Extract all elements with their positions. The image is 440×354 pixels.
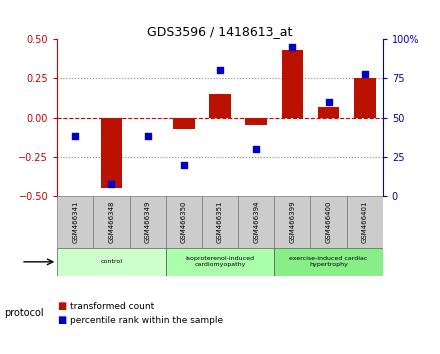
Text: GSM466351: GSM466351 [217, 201, 223, 243]
Bar [354, 78, 376, 118]
Bar [318, 107, 339, 118]
Text: GSM466394: GSM466394 [253, 201, 259, 243]
Point [72, 133, 79, 139]
Bar [173, 118, 194, 129]
Bar [166, 196, 202, 247]
Bar [282, 50, 303, 118]
Bar [246, 118, 267, 125]
Bar [274, 247, 383, 276]
Point [253, 146, 260, 152]
Text: ■: ■ [57, 301, 66, 311]
Point [325, 99, 332, 105]
Point [108, 181, 115, 186]
Bar [274, 196, 311, 247]
Text: exercise-induced cardiac
hypertrophy: exercise-induced cardiac hypertrophy [290, 256, 368, 267]
Text: percentile rank within the sample: percentile rank within the sample [70, 316, 224, 325]
Point [361, 71, 368, 76]
Text: GSM466341: GSM466341 [72, 201, 78, 243]
Text: GSM466399: GSM466399 [290, 200, 295, 243]
Text: GSM466401: GSM466401 [362, 201, 368, 243]
Text: GSM466400: GSM466400 [326, 201, 331, 243]
Bar [57, 247, 166, 276]
Text: control: control [100, 259, 122, 264]
Point [216, 68, 224, 73]
Text: transformed count: transformed count [70, 302, 154, 311]
Point [180, 162, 187, 167]
Bar [93, 196, 129, 247]
Bar [238, 196, 274, 247]
Text: protocol: protocol [4, 308, 44, 318]
Bar [311, 196, 347, 247]
Bar [347, 196, 383, 247]
Text: GSM466350: GSM466350 [181, 201, 187, 243]
Text: GSM466348: GSM466348 [109, 201, 114, 243]
Point [144, 133, 151, 139]
Text: isoproterenol-induced
cardiomyopathy: isoproterenol-induced cardiomyopathy [186, 256, 254, 267]
Point [289, 44, 296, 50]
Bar [101, 118, 122, 188]
Text: GDS3596 / 1418613_at: GDS3596 / 1418613_at [147, 25, 293, 38]
Bar [57, 196, 93, 247]
Text: ■: ■ [57, 315, 66, 325]
Bar [202, 196, 238, 247]
Bar [129, 196, 166, 247]
Bar [209, 94, 231, 118]
Bar [166, 247, 274, 276]
Text: GSM466349: GSM466349 [145, 201, 150, 243]
